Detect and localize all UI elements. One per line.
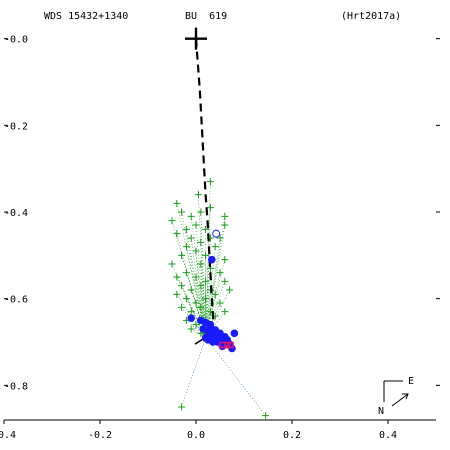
residual-line <box>186 229 206 338</box>
observation-dot <box>223 336 231 344</box>
primary-star-icon <box>185 27 207 50</box>
observation-plus <box>221 212 229 220</box>
residual-line <box>190 289 206 338</box>
residual-line <box>176 276 206 338</box>
observation-plus <box>262 412 270 420</box>
observation-plus <box>194 191 202 199</box>
observation-plus <box>226 286 234 294</box>
observation-plus <box>192 321 200 329</box>
residual-line <box>200 263 206 338</box>
residual-line <box>205 315 216 338</box>
observation-plus <box>211 243 219 251</box>
x-tick-label: 0.4 <box>379 430 397 441</box>
observation-plus <box>182 295 190 303</box>
x-tick-label: 0.2 <box>283 430 301 441</box>
observation-plus <box>173 230 181 238</box>
observation-plus <box>197 208 205 216</box>
residual-line <box>205 281 226 338</box>
observation-plus <box>178 251 186 259</box>
observation-plus <box>173 273 181 281</box>
observation-plus <box>192 221 200 229</box>
predicted-position-icon <box>212 229 221 238</box>
observation-plus <box>173 199 181 207</box>
observation-dot <box>208 255 216 264</box>
observation-plus <box>192 299 200 307</box>
observation-plus <box>221 277 229 285</box>
residual-line <box>176 203 206 338</box>
residual-line <box>181 285 206 338</box>
compass-east-label: E <box>408 376 414 387</box>
residual-line <box>186 320 206 338</box>
observation-plus <box>202 295 210 303</box>
observation-plus <box>202 277 210 285</box>
y-tick-label: -0.4 <box>4 208 28 219</box>
y-tick-label: -0.2 <box>4 121 28 132</box>
y-tick-label: -0.8 <box>4 381 28 392</box>
wds-label: WDS 15432+1340 <box>44 11 128 22</box>
observation-plus <box>216 234 224 242</box>
residual-line <box>205 224 226 338</box>
observation-plus <box>206 204 214 212</box>
discoverer-label: BU 619 <box>185 11 227 22</box>
observation-square <box>227 341 234 349</box>
observation-plus <box>187 308 195 316</box>
residual-line <box>181 307 206 338</box>
observation-plus <box>182 243 190 251</box>
y-ticks: -0.0 -0.2 -0.4 -0.6 -0.8 <box>4 35 440 392</box>
compass-arrowhead-icon <box>402 393 409 400</box>
observation-plus <box>221 221 229 229</box>
residual-line <box>205 181 211 338</box>
observation-dot <box>187 314 195 322</box>
residual-line <box>195 224 206 338</box>
observation-plus <box>168 217 176 225</box>
observation-plus <box>187 286 195 294</box>
x-tick-label: 0.0 <box>187 430 205 441</box>
observation-plus <box>197 282 205 290</box>
red-observations <box>219 341 234 349</box>
y-tick-label: -0.0 <box>4 35 28 46</box>
observation-plus <box>197 303 205 311</box>
observation-plus <box>187 212 195 220</box>
observation-dot <box>201 333 210 342</box>
observation-plus <box>221 256 229 264</box>
compass-north-label: N <box>378 406 384 417</box>
observation-plus <box>197 260 205 268</box>
observation-square <box>223 341 231 349</box>
observation-plus <box>197 238 205 246</box>
observation-plus <box>202 251 210 259</box>
observation-plus <box>187 234 195 242</box>
x-tick-label: -0.2 <box>88 430 112 441</box>
observation-plus <box>206 178 214 186</box>
observation-dot <box>230 329 239 338</box>
observation-plus <box>192 273 200 281</box>
x-tick-label: -0.4 <box>0 430 16 441</box>
observation-plus <box>178 403 186 411</box>
observation-plus <box>173 290 181 298</box>
observation-plus <box>202 225 210 233</box>
observation-plus <box>168 260 176 268</box>
residual-line <box>205 302 221 338</box>
observation-plus <box>221 308 229 316</box>
compass: E N <box>378 376 414 417</box>
y-tick-label: -0.6 <box>4 295 28 306</box>
observation-plus <box>182 269 190 277</box>
observation-plus <box>216 299 224 307</box>
orbit-line <box>194 38 215 344</box>
residual-line <box>186 246 206 338</box>
observation-plus <box>192 247 200 255</box>
green-observations <box>168 178 270 420</box>
compass-arrow-icon <box>391 393 409 407</box>
observation-plus <box>178 208 186 216</box>
observation-plus <box>216 269 224 277</box>
residual-line <box>181 211 206 338</box>
residual-line <box>181 337 206 408</box>
observation-plus <box>187 325 195 333</box>
observation-plus <box>178 303 186 311</box>
observation-plus <box>178 282 186 290</box>
observation-plus <box>182 225 190 233</box>
reference-label: (Hrt2017a) <box>341 11 401 22</box>
observation-plus <box>211 290 219 298</box>
x-ticks: -0.4 -0.2 0.0 0.2 0.4 <box>0 420 397 441</box>
